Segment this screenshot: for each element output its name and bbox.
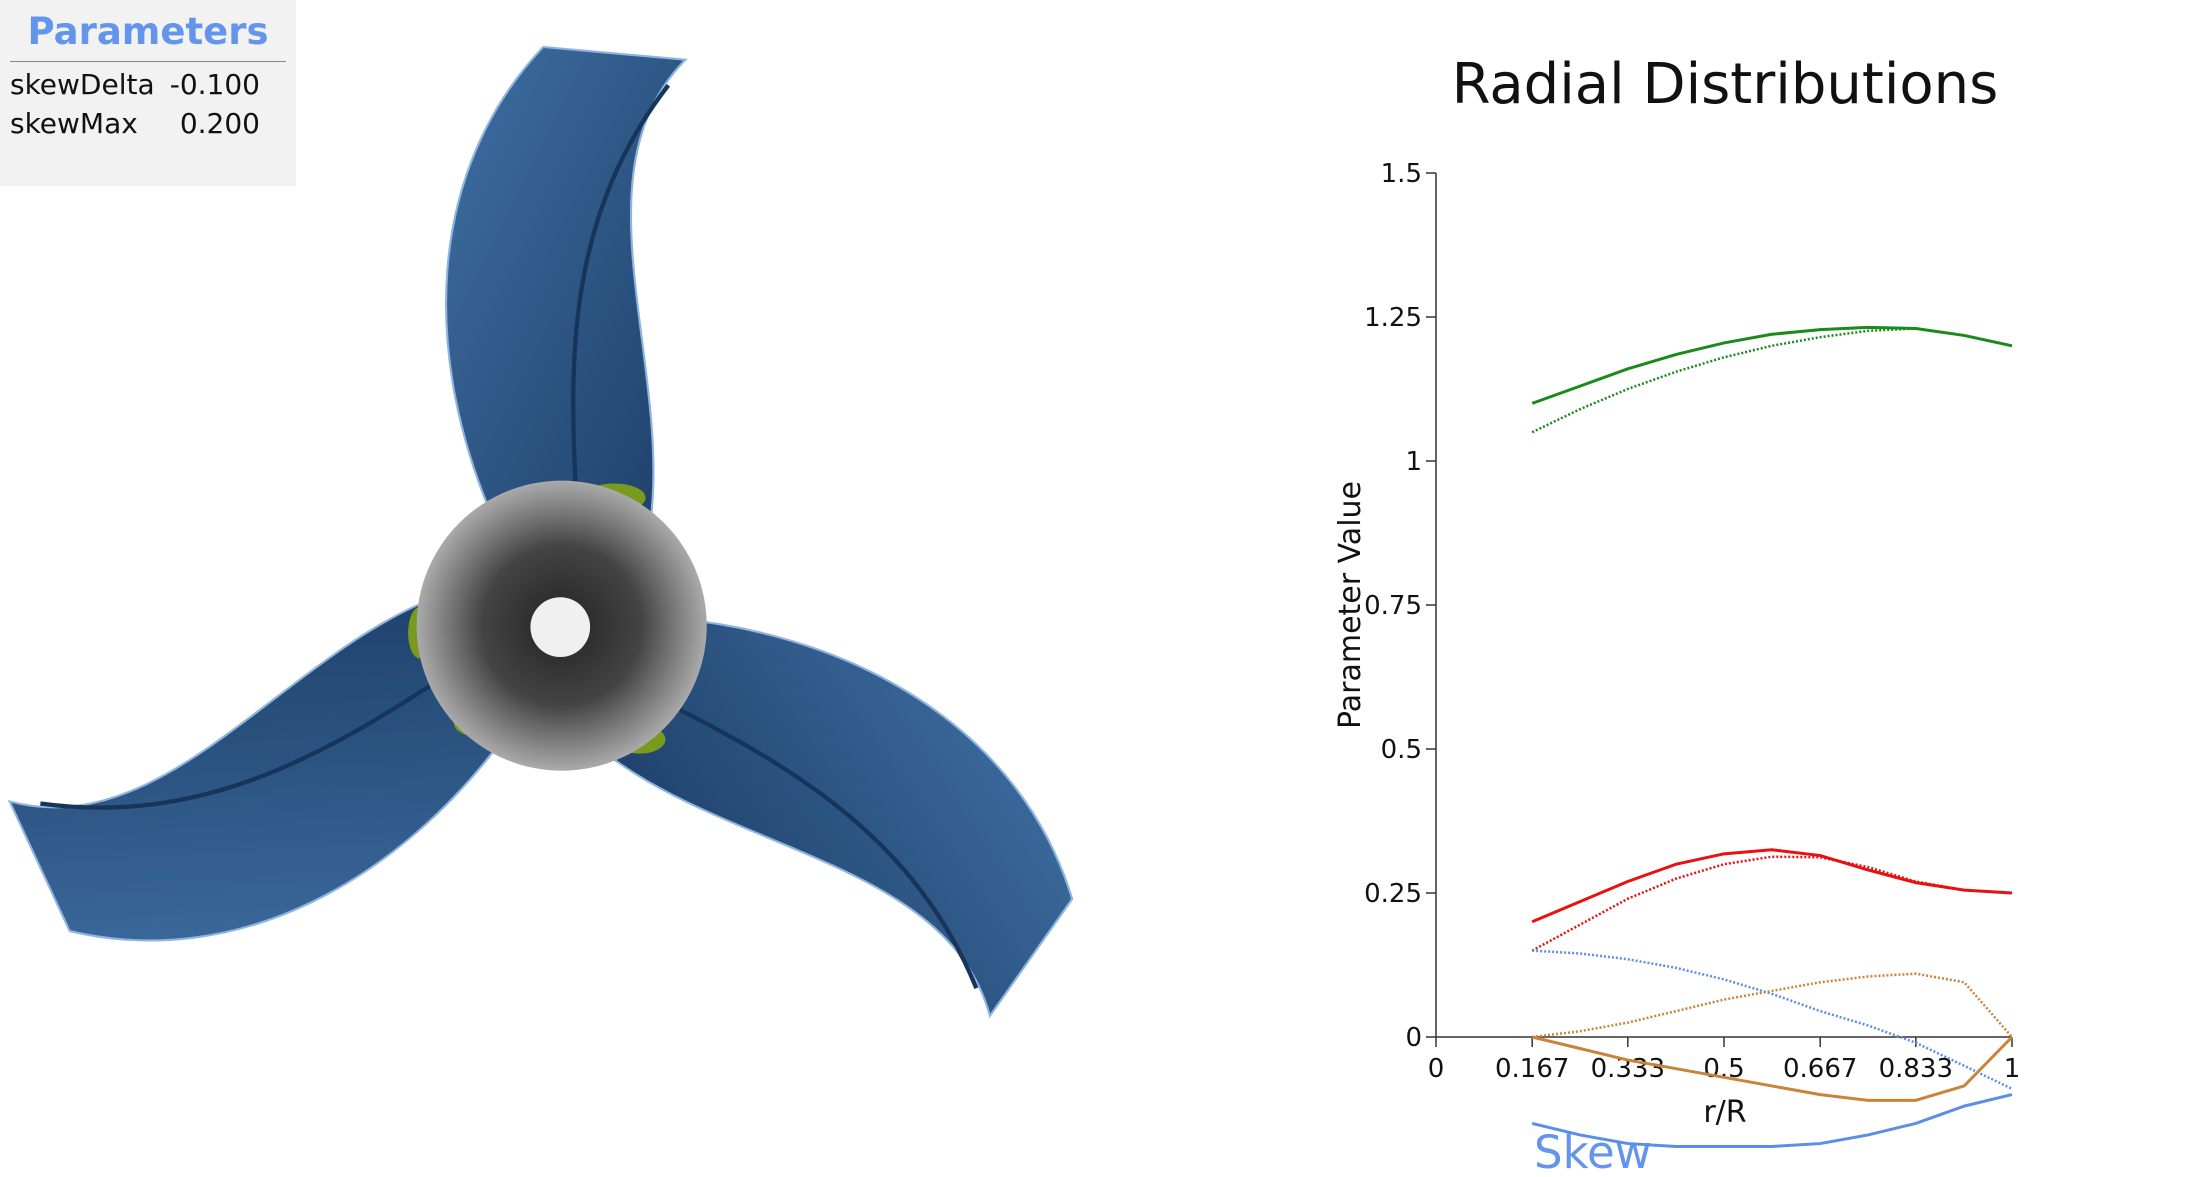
series-line xyxy=(1531,1035,2014,1102)
x-tick-label: 0.167 xyxy=(1495,1054,1569,1084)
series-line xyxy=(1531,1093,2013,1148)
blade xyxy=(7,602,512,942)
chart-title: Radial Distributions xyxy=(1452,52,1999,117)
x-tick-label: 0.667 xyxy=(1783,1054,1857,1084)
y-tick-label: 1.5 xyxy=(1381,159,1422,189)
x-tick-label: 0.833 xyxy=(1879,1054,1953,1084)
blade xyxy=(445,45,688,531)
series-line xyxy=(1531,855,2013,952)
y-tick-label: 0 xyxy=(1405,1023,1422,1053)
param-row[interactable]: skewDelta -0.100 xyxy=(0,62,296,101)
y-tick-label: 1.25 xyxy=(1364,303,1422,333)
param-name: skewDelta xyxy=(10,68,155,101)
blades xyxy=(7,45,1074,1019)
series-line xyxy=(1532,949,2013,1090)
param-name: skewMax xyxy=(10,107,138,140)
param-value: -0.100 xyxy=(169,68,260,101)
propeller xyxy=(7,45,1074,1019)
x-axis-label: r/R xyxy=(1703,1095,1746,1130)
x-tick-label: 1 xyxy=(2004,1054,2021,1084)
y-tick-label: 0.75 xyxy=(1364,591,1422,621)
blade xyxy=(611,617,1074,1019)
param-row[interactable]: skewMax 0.200 xyxy=(0,101,296,140)
x-tick-label: 0 xyxy=(1428,1054,1445,1084)
panel-title: Parameters xyxy=(10,10,286,62)
y-tick-label: 1 xyxy=(1405,447,1422,477)
y-tick-label: 0.25 xyxy=(1364,879,1422,909)
param-value: 0.200 xyxy=(179,107,260,140)
y-axis-label: Parameter Value xyxy=(1333,481,1368,729)
series-line xyxy=(1532,972,2013,1039)
hub-bore xyxy=(530,597,591,657)
series-line xyxy=(1531,848,2013,924)
series-line xyxy=(1531,327,2013,434)
annotation: Skew xyxy=(1534,1126,1652,1177)
parameters-panel: Parameters skewDelta -0.100 skewMax 0.200 xyxy=(0,0,296,186)
series-line xyxy=(1531,325,2013,405)
y-tick-label: 0.5 xyxy=(1381,735,1422,765)
